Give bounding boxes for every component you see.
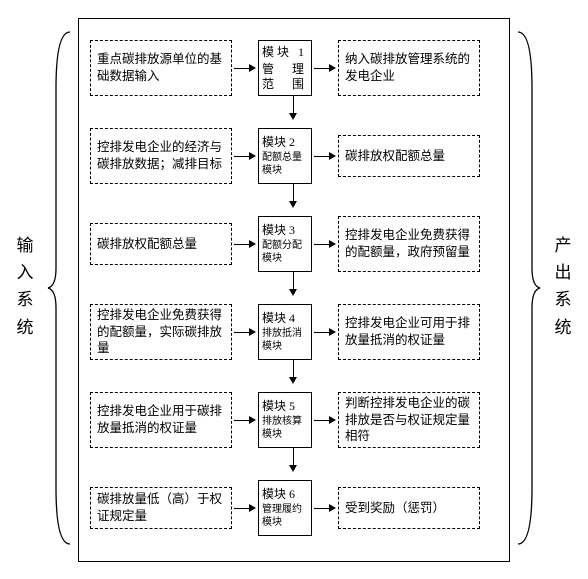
module-title: 模块 5 bbox=[262, 399, 308, 414]
module-sub: 配额总量模块 bbox=[262, 152, 308, 177]
output-box-6: 受到奖励（惩罚） bbox=[338, 487, 480, 529]
module-box-3: 模块 3 配额分配模块 bbox=[258, 216, 312, 272]
text: 纳入碳排放管理系统的发电企业 bbox=[345, 51, 473, 85]
module-box-1: 模块 1 管 理 范 围 bbox=[258, 40, 312, 96]
text: 碳排放权配额总量 bbox=[345, 148, 445, 165]
input-box-2: 控排发电企业的经济与碳排放数据；减排目标 bbox=[90, 128, 232, 184]
arrow-right-icon bbox=[312, 150, 338, 162]
output-box-2: 碳排放权配额总量 bbox=[338, 135, 480, 177]
arrow-right-icon bbox=[312, 238, 338, 250]
text: 控排发电企业免费获得的配额量，政府预留量 bbox=[345, 227, 473, 261]
text: 碳排放量低（高）于权证规定量 bbox=[97, 491, 225, 525]
output-box-5: 判断控排发电企业的碳排放是否与权证规定量相符 bbox=[338, 392, 480, 448]
module-title: 模块 2 bbox=[262, 135, 308, 150]
text: 重点碳排放源单位的基础数据输入 bbox=[97, 51, 225, 85]
row-5: 控排发电企业用于碳排放量抵消的权证量 模块 5 排放核算模块 判断控排发电企业的… bbox=[90, 388, 498, 452]
module-title: 模块 4 bbox=[262, 311, 308, 326]
arrow-right-icon bbox=[232, 150, 258, 162]
text: 产出系统 bbox=[555, 236, 572, 337]
module-title: 模块 1 bbox=[262, 45, 308, 60]
text: 控排发电企业可用于排放量抵消的权证量 bbox=[345, 315, 473, 349]
module-sub: 配额分配模块 bbox=[262, 240, 308, 265]
module-box-5: 模块 5 排放核算模块 bbox=[258, 392, 312, 448]
arrow-right-icon bbox=[232, 414, 258, 426]
output-box-1: 纳入碳排放管理系统的发电企业 bbox=[338, 40, 480, 96]
row-2: 控排发电企业的经济与碳排放数据；减排目标 模块 2 配额总量模块 碳排放权配额总… bbox=[90, 124, 498, 188]
row-1: 重点碳排放源单位的基础数据输入 模块 1 管 理 范 围 纳入碳排放管理系统的发… bbox=[90, 36, 498, 100]
row-3: 碳排放权配额总量 模块 3 配额分配模块 控排发电企业免费获得的配额量，政府预留… bbox=[90, 212, 498, 276]
text: 碳排放权配额总量 bbox=[97, 236, 197, 253]
text: 控排发电企业的经济与碳排放数据；减排目标 bbox=[97, 139, 225, 173]
arrow-right-icon bbox=[232, 238, 258, 250]
module-title: 模块 6 bbox=[262, 487, 308, 502]
output-system-label: 产出系统 bbox=[552, 232, 574, 341]
input-box-3: 碳排放权配额总量 bbox=[90, 223, 232, 265]
module-sub: 管 理 范 围 bbox=[262, 62, 308, 92]
text: 控排发电企业免费获得的配额量，实际碳排放量 bbox=[97, 307, 225, 358]
arrow-right-icon bbox=[232, 62, 258, 74]
arrow-right-icon bbox=[312, 326, 338, 338]
row-4: 控排发电企业免费获得的配额量，实际碳排放量 模块 4 排放抵消模块 控排发电企业… bbox=[90, 300, 498, 364]
module-title: 模块 3 bbox=[262, 223, 308, 238]
arrow-right-icon bbox=[232, 502, 258, 514]
arrow-right-icon bbox=[312, 62, 338, 74]
arrow-down-icon bbox=[287, 446, 299, 474]
text: 判断控排发电企业的碳排放是否与权证规定量相符 bbox=[345, 395, 473, 446]
input-box-6: 碳排放量低（高）于权证规定量 bbox=[90, 487, 232, 529]
arrow-right-icon bbox=[312, 502, 338, 514]
arrow-down-icon bbox=[287, 94, 299, 122]
arrow-right-icon bbox=[232, 326, 258, 338]
module-box-6: 模块 6 管理履约模块 bbox=[258, 480, 312, 536]
row-6: 碳排放量低（高）于权证规定量 模块 6 管理履约模块 受到奖励（惩罚） bbox=[90, 476, 498, 540]
input-box-1: 重点碳排放源单位的基础数据输入 bbox=[90, 40, 232, 96]
input-system-label: 输入系统 bbox=[14, 232, 36, 341]
text: 控排发电企业用于碳排放量抵消的权证量 bbox=[97, 403, 225, 437]
input-box-5: 控排发电企业用于碳排放量抵消的权证量 bbox=[90, 392, 232, 448]
module-box-2: 模块 2 配额总量模块 bbox=[258, 128, 312, 184]
right-brace bbox=[512, 28, 542, 548]
text: 输入系统 bbox=[17, 236, 34, 337]
module-sub: 排放核算模块 bbox=[262, 416, 308, 441]
arrow-down-icon bbox=[287, 182, 299, 210]
output-box-3: 控排发电企业免费获得的配额量，政府预留量 bbox=[338, 216, 480, 272]
input-box-4: 控排发电企业免费获得的配额量，实际碳排放量 bbox=[90, 304, 232, 360]
text: 受到奖励（惩罚） bbox=[345, 500, 445, 517]
output-box-4: 控排发电企业可用于排放量抵消的权证量 bbox=[338, 304, 480, 360]
module-sub: 管理履约模块 bbox=[262, 504, 308, 529]
module-box-4: 模块 4 排放抵消模块 bbox=[258, 304, 312, 360]
arrow-right-icon bbox=[312, 414, 338, 426]
left-brace bbox=[46, 28, 76, 548]
arrow-down-icon bbox=[287, 270, 299, 298]
module-sub: 排放抵消模块 bbox=[262, 328, 308, 353]
arrow-down-icon bbox=[287, 358, 299, 386]
